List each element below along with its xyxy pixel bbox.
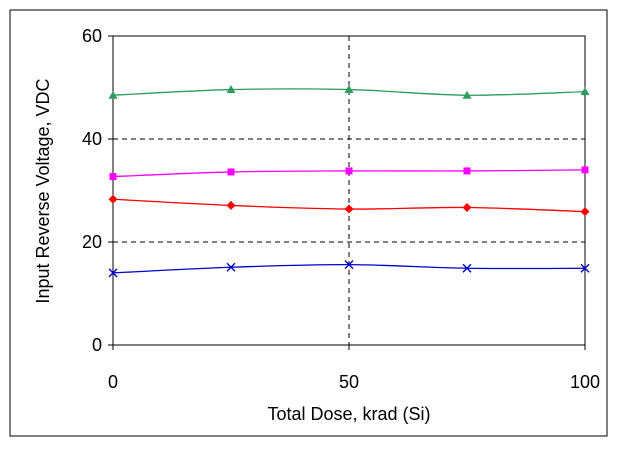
x-tick-label: 50 [339,372,359,392]
y-tick-label: 60 [82,26,102,46]
y-tick-label: 20 [82,232,102,252]
data-point [109,173,117,181]
data-point [227,168,235,176]
y-axis: 0 20 40 60 [82,26,113,355]
x-axis: 0 50 100 [108,345,600,392]
series-0 [108,85,590,99]
series-group [108,85,590,278]
series-3 [108,260,590,278]
grid [113,36,585,345]
data-point [345,167,353,175]
data-point [580,87,590,96]
data-point [462,90,472,99]
series-2 [108,194,590,217]
data-point [580,263,590,273]
data-point [108,90,118,99]
data-point [226,200,236,210]
series-1 [109,166,589,181]
data-point [344,85,354,94]
data-point [462,263,472,273]
chart-frame [9,9,608,437]
data-point [462,202,472,212]
x-axis-label: Total Dose, krad (Si) [267,404,430,424]
data-point [344,260,354,270]
data-point [226,262,236,272]
x-tick-label: 100 [570,372,600,392]
data-point [108,268,118,278]
data-point [108,194,118,204]
data-point [226,85,236,94]
data-point [344,204,354,214]
y-tick-label: 0 [92,335,102,355]
y-tick-label: 40 [82,129,102,149]
y-axis-label: Input Reverse Voltage, VDC [33,78,53,303]
data-point [581,166,589,174]
data-point [463,167,471,175]
x-tick-label: 0 [108,372,118,392]
data-point [580,207,590,217]
